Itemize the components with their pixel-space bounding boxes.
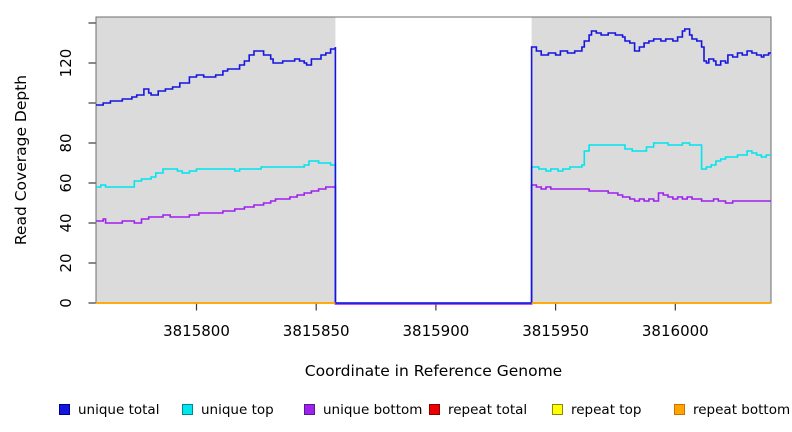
x-tick-label: 3815900: [402, 322, 469, 340]
series-line-unique-top: [96, 142, 771, 304]
x-axis-title: Coordinate in Reference Genome: [304, 362, 563, 380]
y-tick-label: 0: [57, 298, 75, 308]
shaded-coverage-region: [96, 17, 336, 303]
x-tick-label: 3815800: [163, 322, 230, 340]
series-line-unique-total: [96, 28, 771, 304]
y-tick-label: 60: [57, 173, 75, 192]
series-line-unique-bottom: [96, 184, 771, 305]
x-tick-label: 3816000: [642, 322, 709, 340]
shaded-coverage-region: [531, 17, 771, 303]
x-tick-label: 3815950: [522, 322, 589, 340]
y-axis-title: Read Coverage Depth: [12, 74, 30, 246]
y-tick-label: 80: [57, 133, 75, 152]
y-tick-label: 20: [57, 253, 75, 272]
y-tick-label: 40: [57, 213, 75, 232]
y-tick-label: 120: [57, 49, 75, 78]
x-tick-label: 3815850: [283, 322, 350, 340]
